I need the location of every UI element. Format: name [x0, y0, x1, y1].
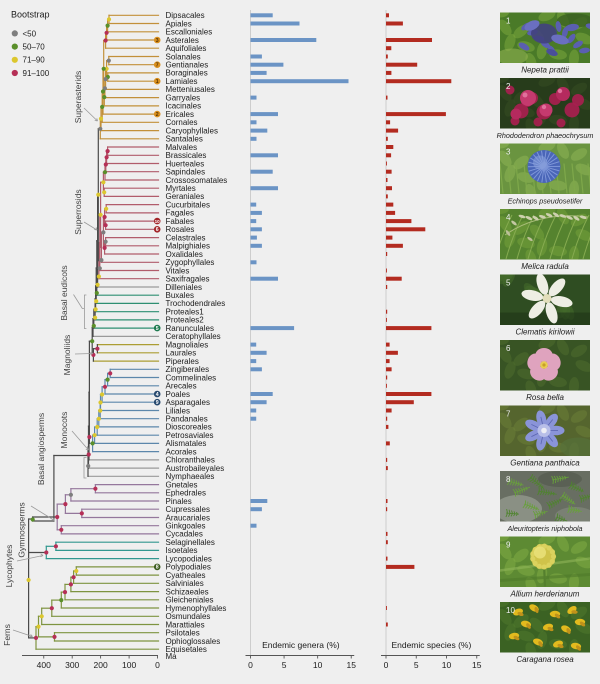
svg-text:6: 6: [506, 344, 511, 353]
svg-text:4: 4: [156, 392, 159, 398]
svg-text:Rhododendron phaeochrysum: Rhododendron phaeochrysum: [497, 131, 594, 140]
svg-text:0: 0: [155, 660, 160, 670]
svg-text:1: 1: [156, 79, 159, 85]
svg-text:3: 3: [156, 38, 159, 44]
svg-text:9: 9: [156, 400, 159, 406]
svg-text:5: 5: [282, 660, 287, 670]
svg-text:Endemic genera (%): Endemic genera (%): [262, 640, 340, 650]
svg-text:50–70: 50–70: [23, 43, 46, 52]
svg-text:4: 4: [506, 213, 511, 222]
svg-text:300: 300: [65, 660, 79, 670]
svg-text:Gentiana panthaica: Gentiana panthaica: [510, 459, 580, 468]
svg-text:1: 1: [506, 17, 511, 26]
svg-text:Ma: Ma: [166, 652, 178, 661]
svg-text:Echinops pseudosetifer: Echinops pseudosetifer: [508, 197, 583, 206]
svg-text:5: 5: [506, 279, 511, 288]
svg-text:7: 7: [506, 410, 511, 419]
svg-text:91–100: 91–100: [23, 69, 50, 78]
svg-text:10: 10: [155, 219, 161, 224]
svg-text:Basal angiosperms: Basal angiosperms: [36, 413, 46, 485]
svg-text:15: 15: [472, 660, 482, 670]
svg-text:400: 400: [37, 660, 51, 670]
svg-text:10: 10: [442, 660, 452, 670]
svg-text:Aleuritopteris niphobola: Aleuritopteris niphobola: [506, 524, 582, 533]
svg-text:Basal eudicots: Basal eudicots: [59, 265, 69, 320]
svg-text:Superrosids: Superrosids: [73, 189, 83, 234]
svg-text:Ferns: Ferns: [2, 624, 12, 646]
svg-text:5: 5: [414, 660, 419, 670]
svg-text:8: 8: [156, 565, 159, 571]
svg-text:Superasterids: Superasterids: [73, 71, 83, 123]
svg-text:7: 7: [156, 63, 159, 69]
svg-text:Caragana rosea: Caragana rosea: [516, 655, 574, 664]
svg-text:9: 9: [506, 541, 511, 550]
svg-text:5: 5: [156, 326, 159, 332]
svg-text:Lycophytes: Lycophytes: [4, 545, 14, 588]
svg-text:Magnoliids: Magnoliids: [62, 335, 72, 376]
svg-text:Rosa bella: Rosa bella: [526, 393, 564, 402]
svg-text:0: 0: [248, 660, 253, 670]
svg-text:6: 6: [156, 227, 159, 233]
svg-text:2: 2: [506, 82, 511, 91]
svg-text:3: 3: [506, 148, 511, 157]
svg-text:71–90: 71–90: [23, 56, 46, 65]
svg-text:100: 100: [122, 660, 136, 670]
svg-text:15: 15: [346, 660, 356, 670]
svg-text:Melica radula: Melica radula: [521, 262, 569, 271]
svg-text:Allium herderianum: Allium herderianum: [510, 590, 580, 599]
svg-text:Monocots: Monocots: [59, 412, 69, 449]
svg-text:10: 10: [506, 606, 515, 615]
svg-text:10: 10: [313, 660, 323, 670]
svg-text:Endemic species (%): Endemic species (%): [391, 640, 471, 650]
svg-text:Bootstrap: Bootstrap: [11, 10, 50, 20]
svg-text:8: 8: [506, 475, 511, 484]
svg-text:2: 2: [156, 112, 159, 118]
svg-text:Nepeta prattii: Nepeta prattii: [521, 66, 569, 75]
svg-text:Gymnosperms: Gymnosperms: [17, 502, 27, 557]
svg-text:<50: <50: [23, 29, 37, 38]
svg-text:0: 0: [384, 660, 389, 670]
svg-text:Clematis kirilowii: Clematis kirilowii: [515, 328, 574, 337]
svg-text:200: 200: [94, 660, 108, 670]
